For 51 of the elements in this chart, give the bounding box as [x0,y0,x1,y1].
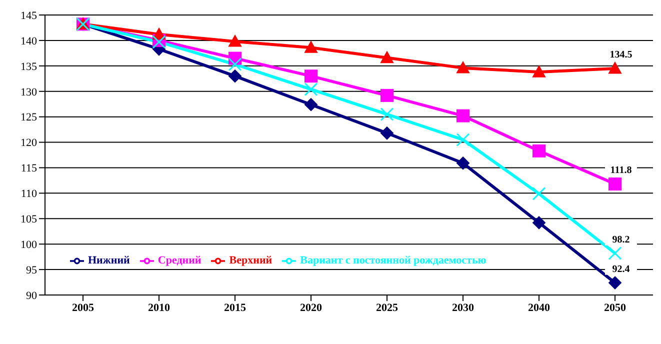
point [456,132,470,146]
y-tick-label: 95 [26,264,38,276]
y-tick-label: 110 [20,188,38,200]
point [532,144,546,158]
point [304,70,318,83]
point [304,98,318,112]
y-tick-label: 100 [20,238,38,251]
data-label: 98.2 [612,234,630,246]
point [228,58,242,72]
point [608,246,622,260]
y-tick-label: 145 [20,10,38,22]
point [228,70,242,83]
y-tick-label: 105 [20,214,38,226]
y-tick-label: 90 [26,290,38,302]
point [380,88,394,102]
x-tick-label: 2025 [376,302,398,314]
legend-label: Верхний [229,254,272,267]
x-tick-label: 2005 [72,302,94,314]
point [456,61,470,74]
point [456,109,470,122]
y-tick-label: 125 [20,112,38,124]
point [380,126,394,140]
point [304,82,318,96]
x-tick-label: 2015 [224,302,246,314]
y-tick-label: 120 [20,137,38,150]
x-tick-label: 2020 [300,302,322,314]
x-tick-label: 2050 [604,302,626,314]
x-tick-label: 2030 [452,302,474,314]
y-tick-label: 130 [20,86,38,98]
y-tick-label: 115 [20,162,38,175]
point [532,186,546,200]
data-label: 92.4 [612,264,630,275]
point [456,156,470,170]
data-label: 134.5 [610,49,632,60]
point [380,108,394,122]
point [608,276,622,290]
point [608,178,622,191]
x-tick-label: 2010 [148,302,170,314]
point [532,66,546,78]
x-tick-label: 2040 [528,302,550,314]
point [380,51,394,64]
y-tick-label: 140 [20,35,38,48]
point [532,216,546,230]
legend-label: Средний [158,254,202,267]
legend-label: Нижний [88,254,130,267]
legend-label: Вариант с постоянной рождаемостью [300,254,486,267]
point [608,62,622,74]
data-label: 111.8 [610,165,632,176]
y-tick-label: 135 [20,60,38,73]
point [228,34,242,47]
point [304,41,318,53]
